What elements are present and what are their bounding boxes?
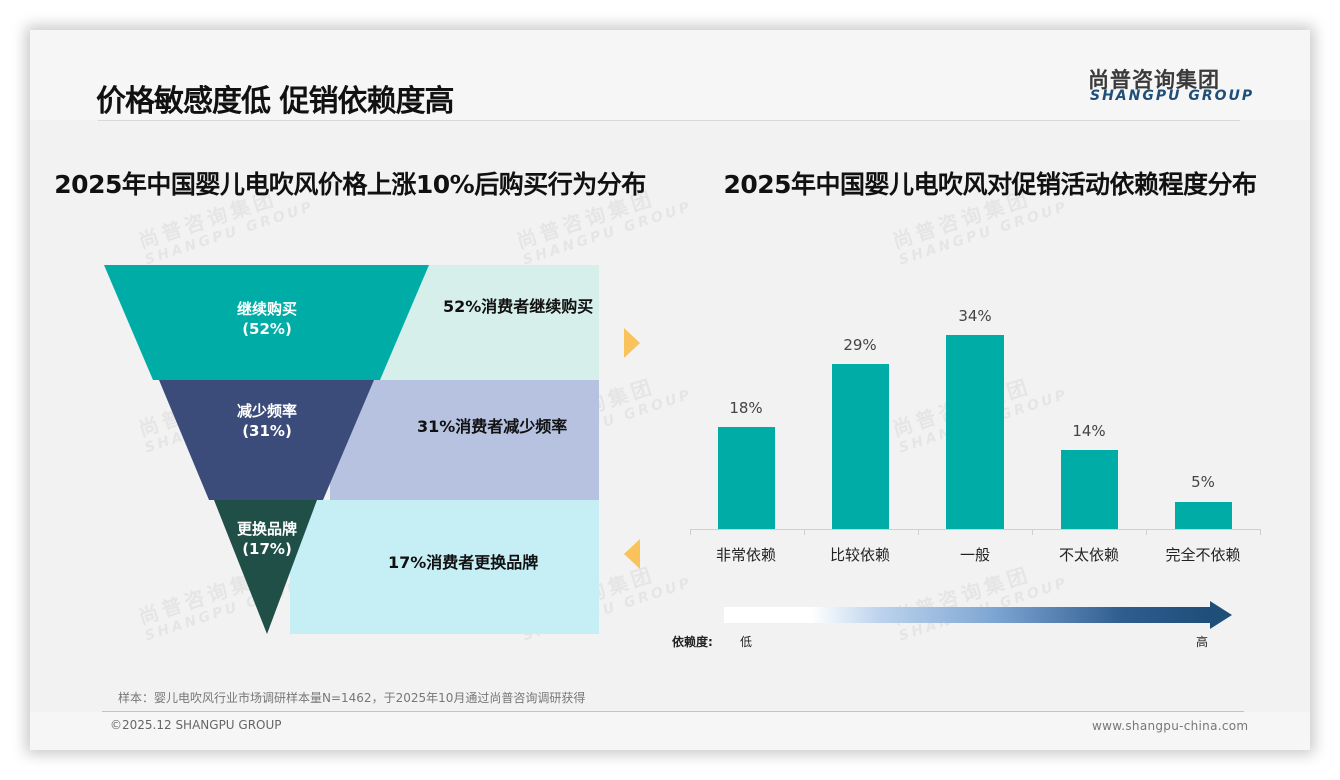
axis-tick bbox=[804, 529, 805, 535]
funnel-panel-3 bbox=[290, 500, 599, 634]
funnel-chart-title: 2025年中国婴儿电吹风价格上涨10%后购买行为分布 bbox=[54, 170, 646, 199]
bar-value-label: 29% bbox=[843, 336, 877, 354]
axis-tick bbox=[1260, 529, 1261, 535]
funnel-description: 31%消费者减少频率 bbox=[417, 417, 568, 436]
x-axis-label: 不太依赖 bbox=[1058, 546, 1119, 564]
funnel-panel-2 bbox=[330, 380, 599, 500]
axis-tick bbox=[690, 529, 691, 535]
triangle-right-icon bbox=[624, 328, 640, 358]
funnel-stage-3 bbox=[214, 500, 317, 634]
x-axis-label: 非常依赖 bbox=[715, 546, 776, 564]
footer-band bbox=[30, 712, 1310, 750]
x-axis bbox=[690, 529, 1260, 530]
dependency-low-label: 低 bbox=[740, 635, 753, 649]
funnel-description: 52%消费者继续购买 bbox=[443, 297, 594, 316]
axis-tick bbox=[918, 529, 919, 535]
slide: 尚普咨询集团 SHANGPU GROUP 尚普咨询集团 SHANGPU GROUP … bbox=[30, 30, 1310, 750]
bar-very-dependent bbox=[718, 427, 775, 529]
bar-not-dependent bbox=[1175, 502, 1232, 529]
website-link[interactable]: www.shangpu-china.com bbox=[1092, 719, 1249, 733]
bar-chart-title: 2025年中国婴儿电吹风对促销活动依赖程度分布 bbox=[723, 170, 1257, 199]
funnel-stage-label: 更换品牌 (17%) bbox=[236, 520, 297, 558]
funnel-description: 17%消费者更换品牌 bbox=[388, 553, 539, 572]
bar-value-label: 18% bbox=[729, 399, 763, 417]
header-band bbox=[30, 30, 1310, 120]
sample-note: 样本：婴儿电吹风行业市场调研样本量N=1462，于2025年10月通过尚普咨询调… bbox=[118, 691, 586, 705]
bar-value-label: 5% bbox=[1191, 473, 1215, 491]
bar-neutral bbox=[946, 335, 1004, 529]
funnel-stage-label: 减少频率 (31%) bbox=[236, 402, 297, 440]
logo-chinese: 尚普咨询集团 bbox=[1088, 68, 1220, 92]
logo-english: SHANGPU GROUP bbox=[1090, 88, 1255, 104]
x-axis-label: 完全不依赖 bbox=[1165, 546, 1241, 564]
bar-value-label: 14% bbox=[1072, 422, 1106, 440]
funnel-stage-2 bbox=[159, 380, 374, 500]
page-title: 价格敏感度低 促销依赖度高 bbox=[96, 84, 454, 119]
copyright: ©2025.12 SHANGPU GROUP bbox=[110, 718, 282, 732]
footer-divider bbox=[102, 711, 1244, 712]
bar-value-label: 34% bbox=[958, 307, 992, 325]
triangle-left-icon bbox=[624, 539, 640, 569]
dependency-high-label: 高 bbox=[1196, 635, 1209, 649]
funnel-stage-1 bbox=[104, 265, 429, 380]
funnel-stage-label: 继续购买 (52%) bbox=[236, 300, 297, 338]
x-axis-label: 比较依赖 bbox=[829, 546, 890, 564]
title-divider bbox=[98, 120, 1240, 121]
bar-not-very-dependent bbox=[1061, 450, 1118, 529]
x-axis-label: 一般 bbox=[959, 546, 990, 564]
axis-tick bbox=[1032, 529, 1033, 535]
dependency-legend-label: 依赖度: bbox=[672, 635, 713, 649]
bar-fairly-dependent bbox=[832, 364, 889, 529]
axis-tick bbox=[1146, 529, 1147, 535]
funnel-chart bbox=[104, 265, 599, 634]
arrow-head-icon bbox=[1210, 601, 1232, 629]
dependency-gradient-arrow bbox=[724, 607, 1210, 623]
